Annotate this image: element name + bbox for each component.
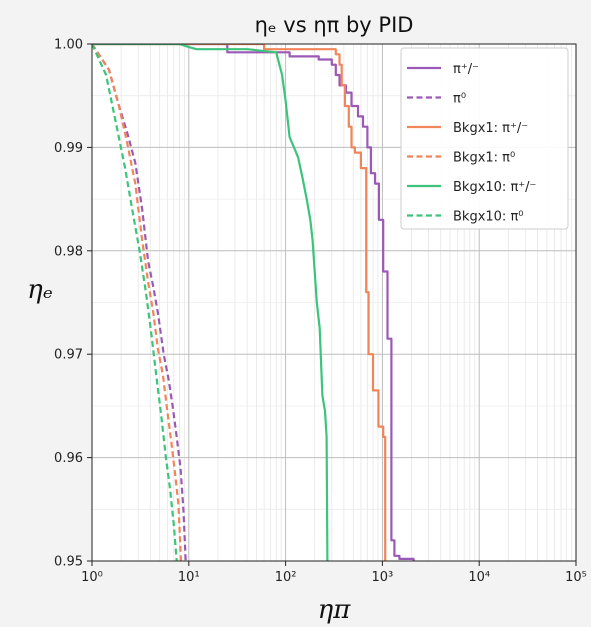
legend-entry-label: Bkgx10: π⁺/⁻ <box>453 180 536 195</box>
chart-title: ηₑ vs ηπ by PID <box>255 13 414 37</box>
x-tick-label: 10³ <box>372 570 394 585</box>
series-line <box>92 44 415 561</box>
series-line <box>92 44 178 561</box>
y-tick-label: 0.95 <box>54 555 83 570</box>
y-tick-label: 0.98 <box>54 244 83 259</box>
x-tick-label: 10⁰ <box>81 570 103 585</box>
x-tick-label: 10⁴ <box>468 570 490 585</box>
plot-frame <box>91 43 577 562</box>
legend-entry-label: Bkgx1: π⁰ <box>453 151 515 166</box>
series-line <box>92 44 387 561</box>
x-tick-label: 10² <box>275 570 297 585</box>
legend-entry-label: Bkgx10: π⁰ <box>453 210 523 225</box>
series-line <box>92 44 183 561</box>
legend-box <box>400 47 569 230</box>
y-tick-label: 1.00 <box>54 38 83 53</box>
y-axis-ticks: 0.95 0.96 0.97 0.98 0.99 1.00 <box>54 38 92 570</box>
series-line <box>92 44 329 561</box>
y-tick-label: 0.97 <box>54 348 83 363</box>
x-axis-label: ηπ <box>318 595 352 625</box>
legend-entry-label: Bkgx1: π⁺/⁻ <box>453 121 528 136</box>
series-line <box>92 44 187 561</box>
x-tick-label: 10⁵ <box>565 570 587 585</box>
x-tick-label: 10¹ <box>178 570 200 585</box>
series-layer <box>92 44 415 561</box>
legend-entry-label: π⁺/⁻ <box>453 62 479 77</box>
x-axis-ticks: 10⁰ 10¹ 10² 10³ 10⁴ 10⁵ <box>81 561 587 585</box>
y-tick-label: 0.96 <box>54 451 83 466</box>
y-axis-label: ηₑ <box>27 275 53 305</box>
legend: π⁺/⁻ π⁰ Bkgx1: π⁺/⁻ Bkgx1: π⁰ Bkgx10: π⁺/⁻ Bk… <box>400 47 569 230</box>
y-tick-label: 0.99 <box>54 141 83 156</box>
legend-entry-label: π⁰ <box>453 92 466 107</box>
